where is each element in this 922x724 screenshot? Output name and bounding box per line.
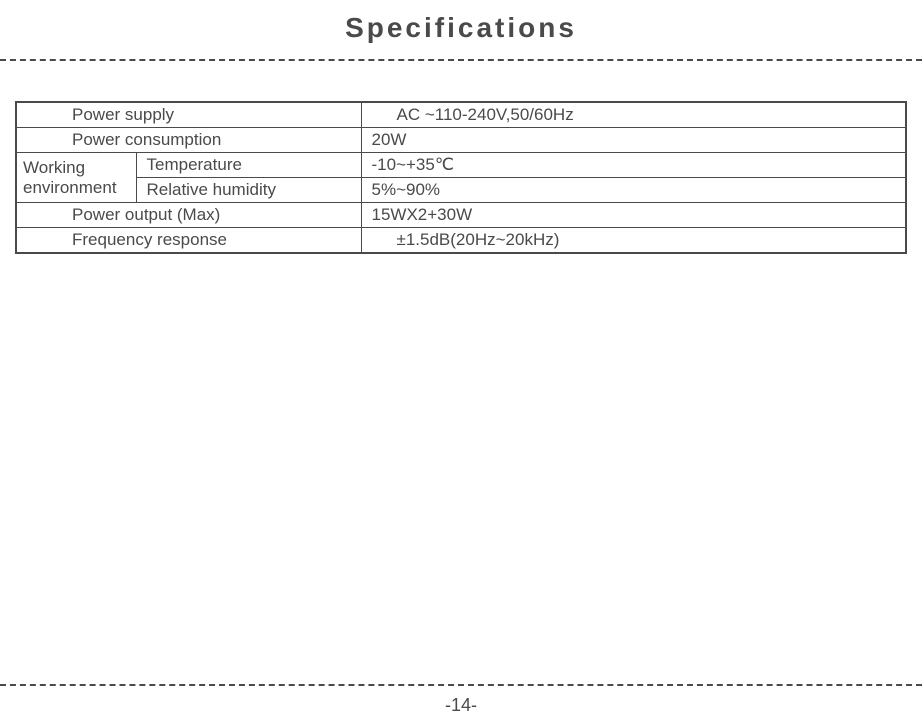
divider-bottom [0,684,922,686]
table-row: Relative humidity 5%~90% [16,178,906,203]
spec-label-working-env: Working environment [16,153,136,203]
table-row: Power output (Max) 15WX2+30W [16,203,906,228]
spec-value-frequency-response: ±1.5dB(20Hz~20kHz) [361,228,906,254]
spec-label-power-supply: Power supply [16,102,361,128]
table-row: Power consumption 20W [16,128,906,153]
spec-table-container: Power supply AC ~110-240V,50/60Hz Power … [15,101,907,254]
spec-label-frequency-response: Frequency response [16,228,361,254]
spec-table: Power supply AC ~110-240V,50/60Hz Power … [15,101,907,254]
spec-value-temperature: -10~+35℃ [361,153,906,178]
spec-value-power-consumption: 20W [361,128,906,153]
table-row: Working environment Temperature -10~+35℃ [16,153,906,178]
spec-label-power-output: Power output (Max) [16,203,361,228]
spec-value-power-output: 15WX2+30W [361,203,906,228]
page-number: -14- [0,695,922,716]
page-title: Specifications [0,0,922,59]
spec-value-power-supply: AC ~110-240V,50/60Hz [361,102,906,128]
spec-label-temperature: Temperature [136,153,361,178]
spec-value-humidity: 5%~90% [361,178,906,203]
spec-label-power-consumption: Power consumption [16,128,361,153]
spec-label-humidity: Relative humidity [136,178,361,203]
table-row: Frequency response ±1.5dB(20Hz~20kHz) [16,228,906,254]
table-row: Power supply AC ~110-240V,50/60Hz [16,102,906,128]
divider-top [0,59,922,61]
